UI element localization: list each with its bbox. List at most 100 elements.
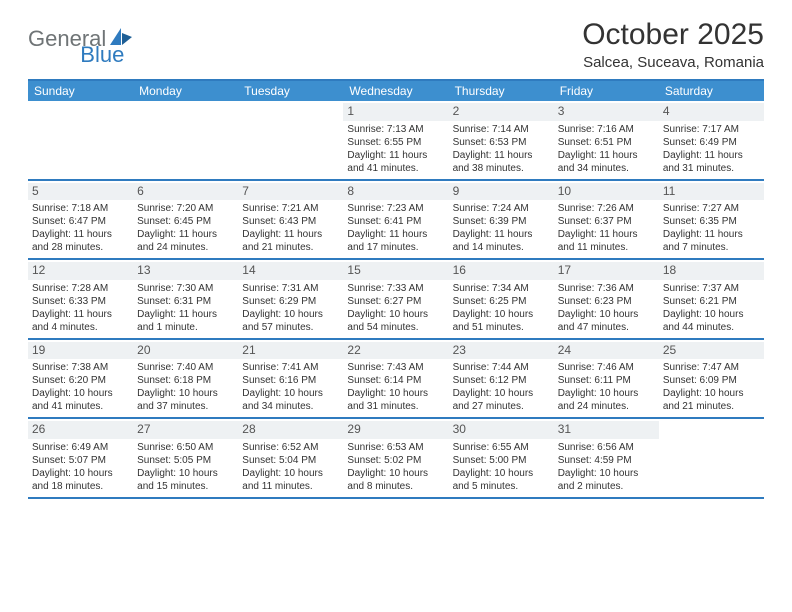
sunset-text: Sunset: 6:45 PM [137, 215, 234, 228]
day-number: 11 [659, 183, 764, 201]
sunset-text: Sunset: 6:27 PM [347, 295, 444, 308]
day-cell: 17Sunrise: 7:36 AMSunset: 6:23 PMDayligh… [554, 260, 659, 338]
daylight-text: Daylight: 10 hours and 27 minutes. [453, 387, 550, 413]
day-cell: 9Sunrise: 7:24 AMSunset: 6:39 PMDaylight… [449, 181, 554, 259]
day-number: 24 [554, 342, 659, 360]
day-number: 14 [238, 262, 343, 280]
sunrise-text: Sunrise: 7:30 AM [137, 282, 234, 295]
day-cell: 8Sunrise: 7:23 AMSunset: 6:41 PMDaylight… [343, 181, 448, 259]
sunset-text: Sunset: 6:39 PM [453, 215, 550, 228]
day-cell: 1Sunrise: 7:13 AMSunset: 6:55 PMDaylight… [343, 101, 448, 179]
daylight-text: Daylight: 11 hours and 38 minutes. [453, 149, 550, 175]
day-number: 16 [449, 262, 554, 280]
sunset-text: Sunset: 6:11 PM [558, 374, 655, 387]
daylight-text: Daylight: 10 hours and 5 minutes. [453, 467, 550, 493]
sunrise-text: Sunrise: 7:16 AM [558, 123, 655, 136]
sunrise-text: Sunrise: 6:53 AM [347, 441, 444, 454]
sunrise-text: Sunrise: 7:24 AM [453, 202, 550, 215]
day-cell: 22Sunrise: 7:43 AMSunset: 6:14 PMDayligh… [343, 340, 448, 418]
sunrise-text: Sunrise: 7:38 AM [32, 361, 129, 374]
day-number: 21 [238, 342, 343, 360]
daylight-text: Daylight: 11 hours and 1 minute. [137, 308, 234, 334]
day-cell: 13Sunrise: 7:30 AMSunset: 6:31 PMDayligh… [133, 260, 238, 338]
day-cell: 6Sunrise: 7:20 AMSunset: 6:45 PMDaylight… [133, 181, 238, 259]
day-number: 2 [449, 103, 554, 121]
sunset-text: Sunset: 6:23 PM [558, 295, 655, 308]
day-cell: 21Sunrise: 7:41 AMSunset: 6:16 PMDayligh… [238, 340, 343, 418]
day-cell: 28Sunrise: 6:52 AMSunset: 5:04 PMDayligh… [238, 419, 343, 497]
daylight-text: Daylight: 11 hours and 11 minutes. [558, 228, 655, 254]
day-cell: 20Sunrise: 7:40 AMSunset: 6:18 PMDayligh… [133, 340, 238, 418]
day-number: 18 [659, 262, 764, 280]
sunrise-text: Sunrise: 7:47 AM [663, 361, 760, 374]
day-number: 17 [554, 262, 659, 280]
day-cell [28, 101, 133, 179]
day-number: 27 [133, 421, 238, 439]
day-number: 19 [28, 342, 133, 360]
day-number: 15 [343, 262, 448, 280]
daylight-text: Daylight: 11 hours and 24 minutes. [137, 228, 234, 254]
day-cell [238, 101, 343, 179]
day-number: 8 [343, 183, 448, 201]
daylight-text: Daylight: 10 hours and 31 minutes. [347, 387, 444, 413]
day-cell: 16Sunrise: 7:34 AMSunset: 6:25 PMDayligh… [449, 260, 554, 338]
day-cell [659, 419, 764, 497]
day-number: 7 [238, 183, 343, 201]
sunrise-text: Sunrise: 7:43 AM [347, 361, 444, 374]
daylight-text: Daylight: 10 hours and 18 minutes. [32, 467, 129, 493]
daylight-text: Daylight: 10 hours and 11 minutes. [242, 467, 339, 493]
sunset-text: Sunset: 6:12 PM [453, 374, 550, 387]
logo-text-blue: Blue [80, 42, 124, 68]
day-header-fri: Friday [554, 81, 659, 101]
day-cell: 5Sunrise: 7:18 AMSunset: 6:47 PMDaylight… [28, 181, 133, 259]
sunrise-text: Sunrise: 7:26 AM [558, 202, 655, 215]
day-number: 5 [28, 183, 133, 201]
sunset-text: Sunset: 6:47 PM [32, 215, 129, 228]
sunrise-text: Sunrise: 7:28 AM [32, 282, 129, 295]
sunset-text: Sunset: 6:25 PM [453, 295, 550, 308]
week-row: 1Sunrise: 7:13 AMSunset: 6:55 PMDaylight… [28, 101, 764, 181]
title-block: October 2025 Salcea, Suceava, Romania [582, 18, 764, 71]
daylight-text: Daylight: 10 hours and 54 minutes. [347, 308, 444, 334]
daylight-text: Daylight: 10 hours and 57 minutes. [242, 308, 339, 334]
sunrise-text: Sunrise: 7:33 AM [347, 282, 444, 295]
day-cell: 18Sunrise: 7:37 AMSunset: 6:21 PMDayligh… [659, 260, 764, 338]
day-cell: 26Sunrise: 6:49 AMSunset: 5:07 PMDayligh… [28, 419, 133, 497]
page-title: October 2025 [582, 18, 764, 52]
day-number: 12 [28, 262, 133, 280]
daylight-text: Daylight: 10 hours and 2 minutes. [558, 467, 655, 493]
daylight-text: Daylight: 11 hours and 4 minutes. [32, 308, 129, 334]
day-cell: 24Sunrise: 7:46 AMSunset: 6:11 PMDayligh… [554, 340, 659, 418]
day-cell: 2Sunrise: 7:14 AMSunset: 6:53 PMDaylight… [449, 101, 554, 179]
day-number: 30 [449, 421, 554, 439]
daylight-text: Daylight: 11 hours and 41 minutes. [347, 149, 444, 175]
day-cell: 31Sunrise: 6:56 AMSunset: 4:59 PMDayligh… [554, 419, 659, 497]
day-number: 4 [659, 103, 764, 121]
day-cell: 23Sunrise: 7:44 AMSunset: 6:12 PMDayligh… [449, 340, 554, 418]
daylight-text: Daylight: 10 hours and 41 minutes. [32, 387, 129, 413]
day-cell: 11Sunrise: 7:27 AMSunset: 6:35 PMDayligh… [659, 181, 764, 259]
sunset-text: Sunset: 6:31 PM [137, 295, 234, 308]
sunrise-text: Sunrise: 7:17 AM [663, 123, 760, 136]
logo: General Blue [28, 26, 174, 52]
sunset-text: Sunset: 6:14 PM [347, 374, 444, 387]
daylight-text: Daylight: 10 hours and 34 minutes. [242, 387, 339, 413]
day-cell: 25Sunrise: 7:47 AMSunset: 6:09 PMDayligh… [659, 340, 764, 418]
daylight-text: Daylight: 10 hours and 8 minutes. [347, 467, 444, 493]
day-header-sat: Saturday [659, 81, 764, 101]
sunrise-text: Sunrise: 7:18 AM [32, 202, 129, 215]
day-cell: 10Sunrise: 7:26 AMSunset: 6:37 PMDayligh… [554, 181, 659, 259]
sunset-text: Sunset: 5:04 PM [242, 454, 339, 467]
sunset-text: Sunset: 6:49 PM [663, 136, 760, 149]
sunrise-text: Sunrise: 7:44 AM [453, 361, 550, 374]
sunrise-text: Sunrise: 7:34 AM [453, 282, 550, 295]
daylight-text: Daylight: 11 hours and 28 minutes. [32, 228, 129, 254]
daylight-text: Daylight: 10 hours and 47 minutes. [558, 308, 655, 334]
sunrise-text: Sunrise: 7:31 AM [242, 282, 339, 295]
daylight-text: Daylight: 10 hours and 44 minutes. [663, 308, 760, 334]
day-number: 3 [554, 103, 659, 121]
sunset-text: Sunset: 6:33 PM [32, 295, 129, 308]
sunrise-text: Sunrise: 6:52 AM [242, 441, 339, 454]
sunrise-text: Sunrise: 7:13 AM [347, 123, 444, 136]
sunset-text: Sunset: 6:18 PM [137, 374, 234, 387]
